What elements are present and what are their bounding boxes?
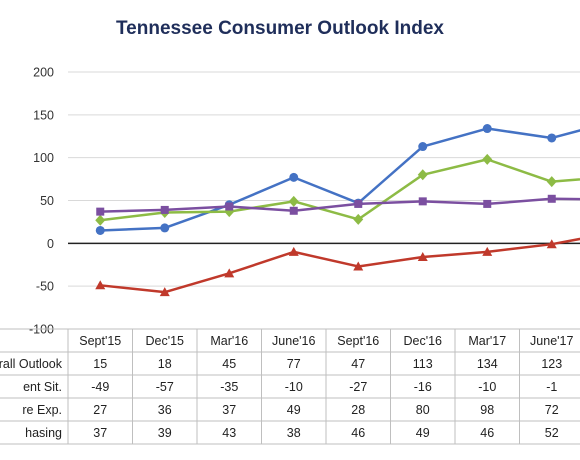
table-cell: 18 (158, 357, 172, 371)
point-purchasing (418, 197, 427, 206)
category-label: Dec'16 (403, 334, 442, 348)
table-cell: 123 (541, 357, 562, 371)
table-cell: 49 (287, 403, 301, 417)
table-cell: -35 (220, 380, 238, 394)
table-cell: 37 (222, 403, 236, 417)
table-cell: 28 (351, 403, 365, 417)
series-line-current (100, 237, 580, 294)
category-label: Dec'15 (145, 334, 184, 348)
category-label: Sept'16 (337, 334, 379, 348)
y-tick-label: -50 (36, 280, 54, 294)
series-name-purchasing: hasing (25, 426, 62, 440)
point-future (546, 176, 557, 188)
table-cell: 72 (545, 403, 559, 417)
table-cell: 15 (93, 357, 107, 371)
category-label: Sept'15 (79, 334, 121, 348)
y-tick-label: 50 (40, 194, 54, 208)
table-cell: 49 (416, 426, 430, 440)
table-cell: 52 (545, 426, 559, 440)
y-tick-label: 150 (33, 108, 54, 122)
table-cell: 38 (287, 426, 301, 440)
point-overall (160, 223, 170, 233)
series-name-future: re Exp. (22, 403, 62, 417)
table-cell: 27 (93, 403, 107, 417)
table-cell: 43 (222, 426, 236, 440)
table-cell: 46 (480, 426, 494, 440)
series-name-current: ent Sit. (23, 380, 62, 394)
category-label: June'16 (272, 334, 315, 348)
table-cell: 77 (287, 357, 301, 371)
point-overall (547, 133, 557, 143)
point-current (224, 268, 235, 278)
category-label: Mar'16 (210, 334, 248, 348)
category-label: Mar'17 (468, 334, 506, 348)
point-future (95, 214, 106, 226)
point-overall (289, 172, 299, 182)
point-purchasing (354, 199, 363, 208)
chart-title: Tennessee Consumer Outlook Index (115, 18, 444, 39)
point-current (159, 287, 170, 297)
point-purchasing (96, 207, 105, 216)
table-cell: 98 (480, 403, 494, 417)
table-cell: 47 (351, 357, 365, 371)
table-cell: 134 (477, 357, 498, 371)
table-cell: -16 (414, 380, 432, 394)
table-cell: 39 (158, 426, 172, 440)
point-overall (482, 124, 492, 134)
point-purchasing (483, 199, 492, 208)
point-future (417, 169, 428, 181)
category-label: June'17 (530, 334, 573, 348)
point-future (482, 153, 493, 165)
series-name-overall: rall Outlook (0, 357, 63, 371)
point-current (95, 280, 106, 290)
y-tick-label: 0 (47, 237, 54, 251)
table-cell: 46 (351, 426, 365, 440)
table-cell: 37 (93, 426, 107, 440)
point-purchasing (160, 205, 169, 214)
table-cell: -10 (285, 380, 303, 394)
table-cell: -27 (349, 380, 367, 394)
table-cell: -10 (478, 380, 496, 394)
point-current (353, 261, 364, 271)
table-cell: 113 (413, 357, 433, 371)
point-overall (418, 142, 428, 152)
point-current (417, 252, 428, 262)
table-cell: -49 (91, 380, 109, 394)
point-purchasing (547, 194, 556, 203)
table-cell: 80 (416, 403, 430, 417)
table-cell: 45 (222, 357, 236, 371)
table-cell: -1 (546, 380, 557, 394)
point-future (353, 213, 364, 225)
point-current (288, 246, 299, 256)
point-overall (95, 225, 105, 235)
point-purchasing (225, 202, 234, 211)
point-purchasing (289, 206, 298, 215)
table-cell: 36 (158, 403, 172, 417)
table-cell: -57 (156, 380, 174, 394)
y-tick-label: 100 (33, 151, 54, 165)
series-line-future (100, 158, 580, 222)
point-current (482, 246, 493, 256)
point-future (288, 195, 299, 207)
y-tick-label: 200 (33, 66, 54, 80)
point-current (546, 239, 557, 249)
